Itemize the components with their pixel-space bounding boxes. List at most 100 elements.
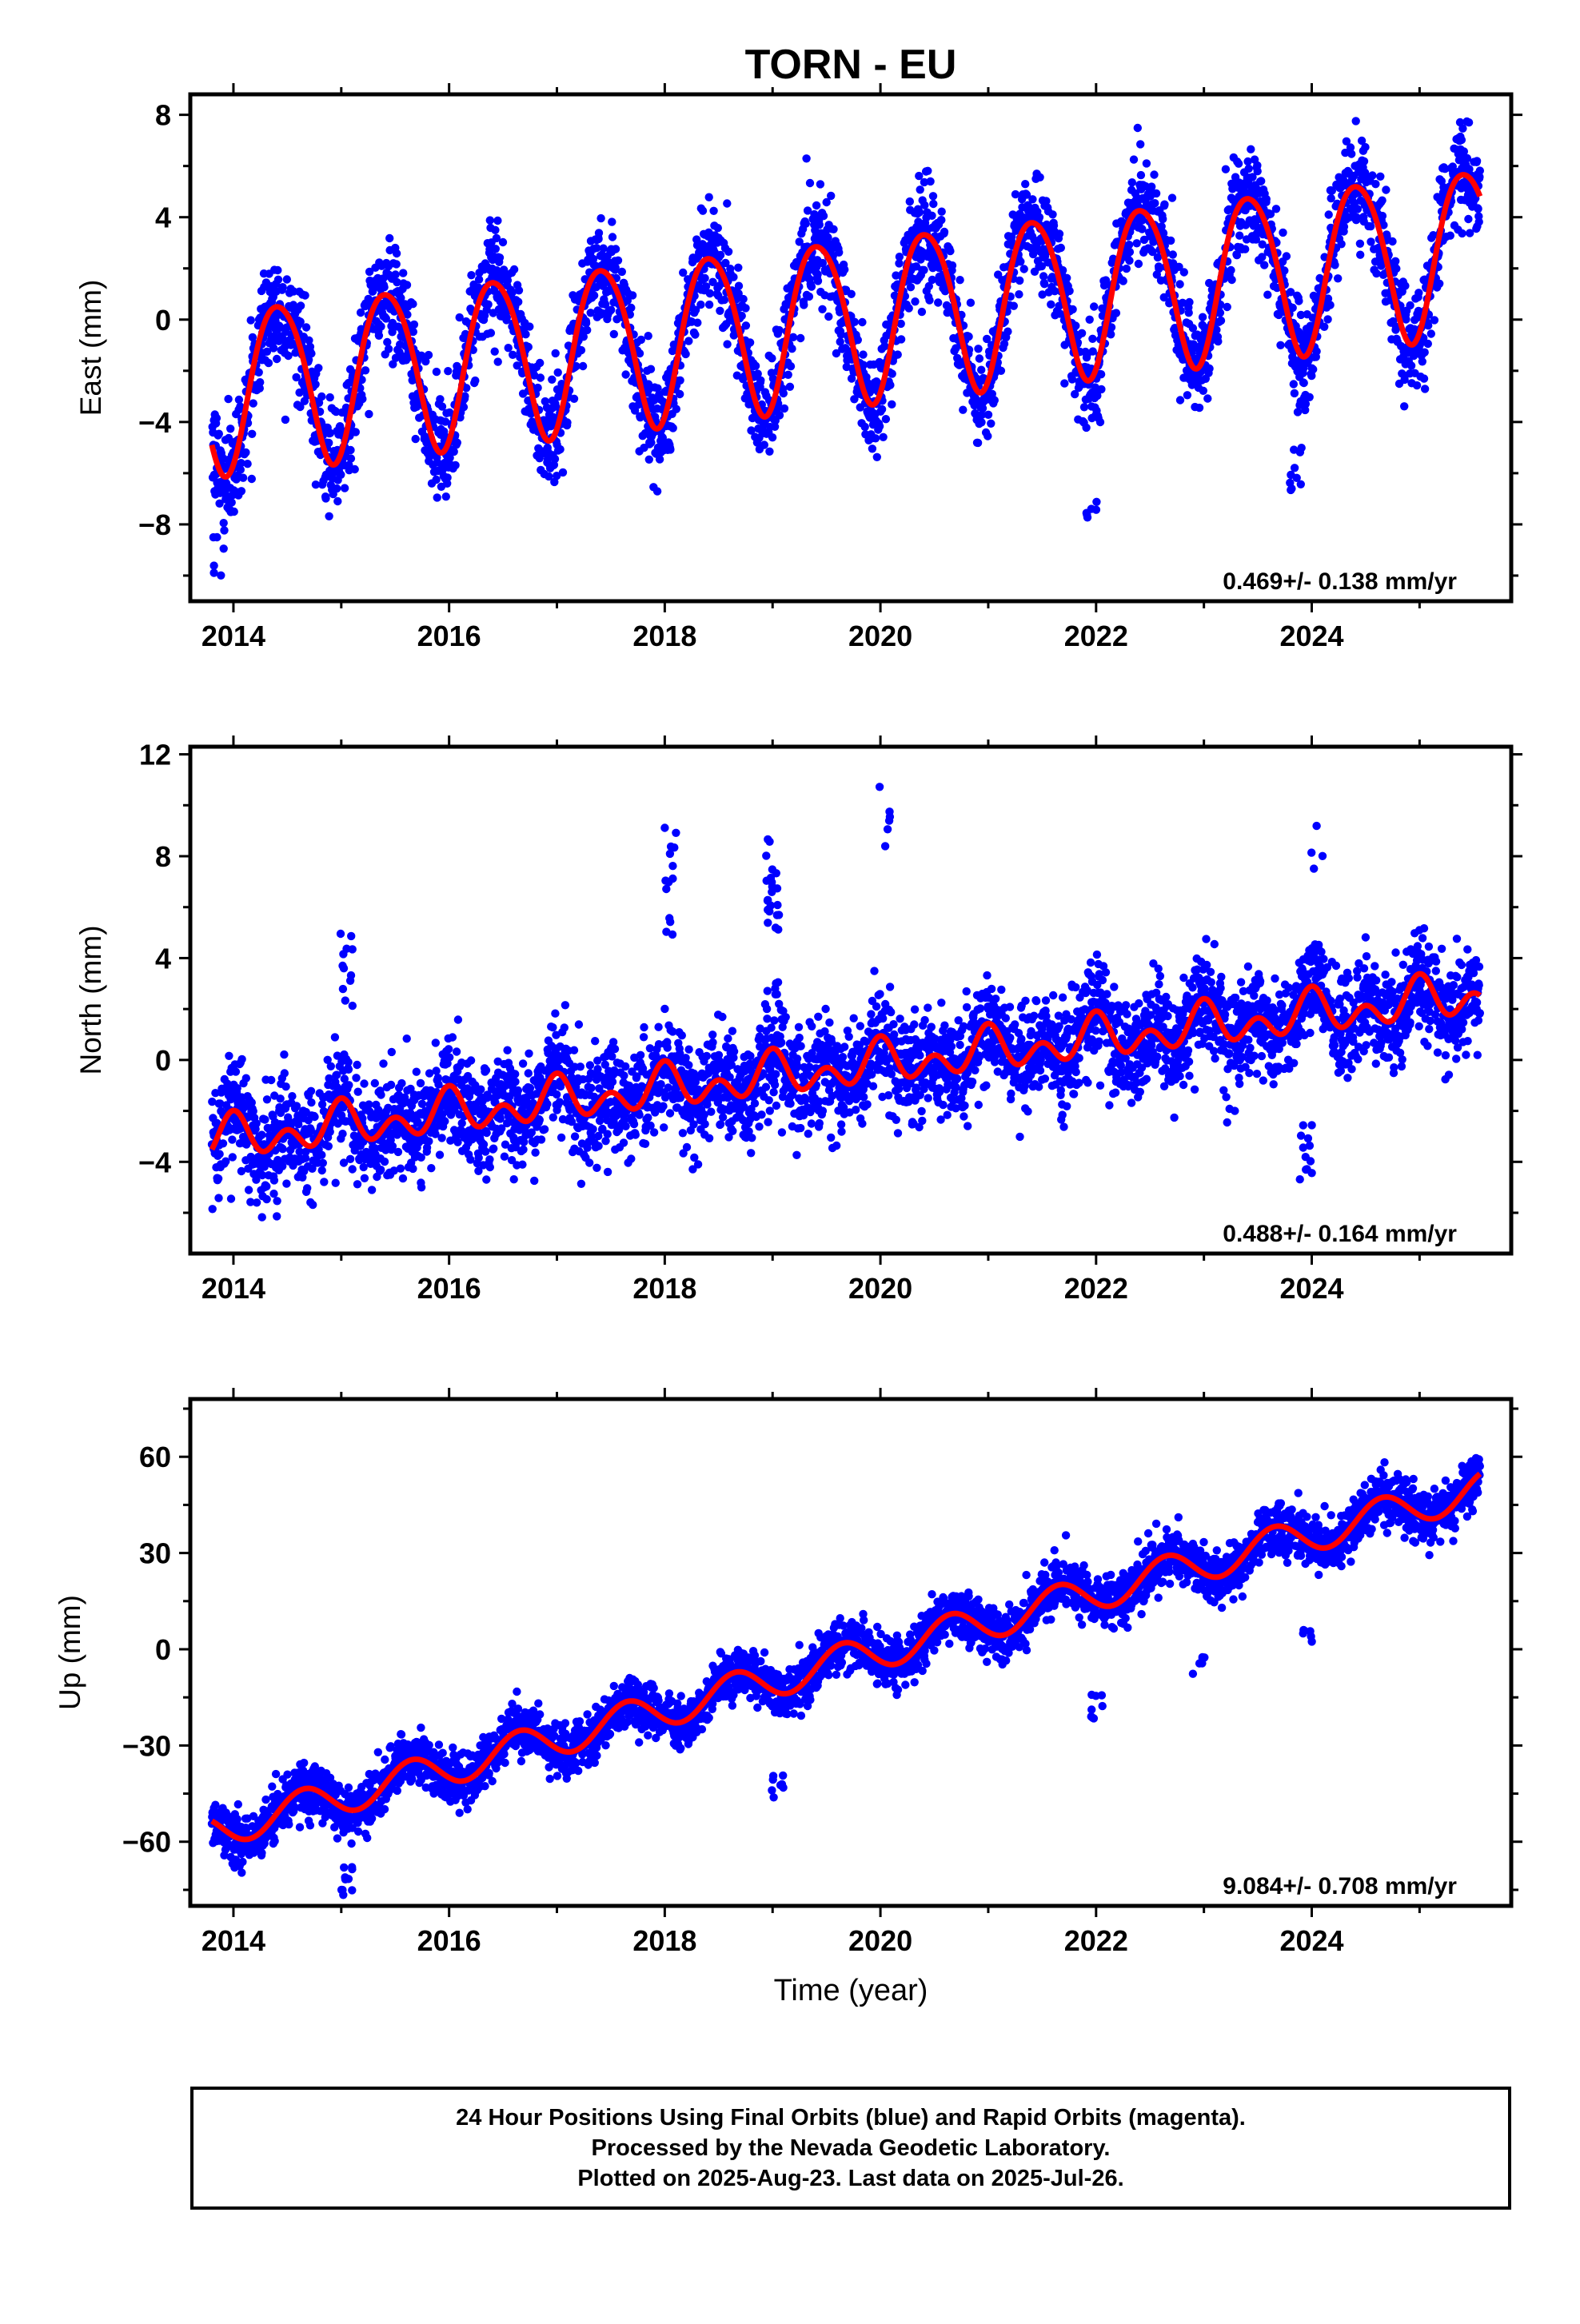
panel-east-point <box>525 322 533 330</box>
panel-east-point <box>583 326 591 334</box>
panel-east-point <box>768 433 776 441</box>
panel-north-point <box>397 1165 405 1173</box>
panel-north-point <box>269 1190 277 1198</box>
panel-east-point <box>1096 418 1104 426</box>
panel-east-point <box>956 276 964 284</box>
panel-east-point <box>897 335 905 343</box>
panel-east-point <box>800 301 808 309</box>
panel-east-point <box>705 301 713 309</box>
panel-east-point <box>679 269 687 277</box>
panel-east-point <box>237 487 245 495</box>
panel-east-point <box>337 471 345 479</box>
panel-east-point <box>1392 265 1400 273</box>
panel-east-point <box>637 336 645 344</box>
panel-north-point <box>379 1059 387 1067</box>
panel-east-point <box>351 465 359 473</box>
panel-east-point <box>676 377 684 385</box>
panel-east-point <box>1276 341 1284 349</box>
panel-east-point <box>780 389 788 397</box>
panel-east-outlier-point <box>1087 504 1095 512</box>
panel-north-point <box>214 1194 222 1202</box>
panel-east-point <box>742 321 750 329</box>
panel-east-point <box>967 299 975 307</box>
panel-east-point <box>984 411 992 419</box>
panel-north-point <box>445 1045 453 1053</box>
panel-north-point <box>481 1147 489 1155</box>
panel-east-point <box>929 200 937 208</box>
panel-east-point <box>1097 385 1105 393</box>
panel-east-point <box>1180 268 1188 276</box>
panel-east-point <box>1354 205 1362 213</box>
panel-north-point <box>418 1100 426 1108</box>
panel-east-point <box>802 154 810 162</box>
panel-east-point <box>1138 225 1146 233</box>
panel-east-point <box>827 192 835 200</box>
panel-east-point <box>681 350 689 358</box>
panel-east-point <box>1119 277 1127 285</box>
panel-east-point <box>1136 140 1144 148</box>
panel-north-point <box>326 1128 334 1136</box>
panel-east-point <box>1222 165 1230 173</box>
panel-east-point <box>691 330 699 338</box>
panel-east-point <box>768 354 776 362</box>
panel-east-point <box>1137 171 1145 179</box>
panel-east-point <box>1175 280 1183 288</box>
panel-east-point <box>1235 160 1243 168</box>
panel-east-point <box>1247 145 1255 153</box>
panel-north-point <box>403 1034 411 1042</box>
panel-east-outlier-point <box>1296 448 1304 456</box>
panel-east-point <box>358 395 366 403</box>
panel-north-point <box>361 1174 369 1182</box>
panel-east-point <box>1378 197 1386 205</box>
panel-east-point <box>1048 210 1056 218</box>
panel-north-point <box>317 1151 325 1159</box>
panel-north-point <box>280 1050 288 1058</box>
panel-east-point <box>537 373 545 381</box>
panel-east-point <box>1217 317 1225 325</box>
panel-north-point <box>228 1135 236 1143</box>
panel-east-point <box>959 406 967 414</box>
panel-north-point <box>483 1129 491 1137</box>
panel-east-point <box>1418 357 1426 365</box>
panel-east-xtick-label: 2018 <box>632 620 696 652</box>
panel-north-point <box>270 1176 278 1184</box>
panel-east-point <box>926 177 934 185</box>
panel-east-point <box>487 329 495 337</box>
panel-east-outlier-point <box>213 533 221 541</box>
panel-east-point <box>412 435 420 443</box>
panel-east-point <box>876 422 884 430</box>
panel-east-point <box>614 257 622 265</box>
panel-east-point <box>1126 248 1134 256</box>
panel-east-point <box>879 433 887 441</box>
panel-north-point <box>253 1198 261 1206</box>
panel-east-point <box>365 410 373 418</box>
panel-east-point <box>1306 393 1314 401</box>
panel-east-point <box>1464 215 1472 223</box>
panel-east-point <box>1300 379 1308 387</box>
panel-east-point <box>515 286 523 294</box>
panel-east-point <box>509 351 517 359</box>
panel-east-point <box>644 332 652 340</box>
panel-east-point <box>436 395 444 403</box>
panel-east-point <box>1400 402 1408 410</box>
panel-north-point <box>281 1069 289 1077</box>
panel-east-point <box>716 307 724 315</box>
panel-east-point <box>467 271 475 279</box>
panel-east-point <box>1340 222 1348 230</box>
panel-east-point <box>239 474 247 482</box>
panel-east-point <box>1183 391 1191 399</box>
panel-east-ylabel: East (mm) <box>74 280 107 417</box>
panel-east-point <box>816 180 824 188</box>
panel-east-point <box>551 455 559 463</box>
panel-east-point <box>1476 166 1484 174</box>
panel-east-point <box>1458 229 1466 237</box>
panel-east-point <box>916 208 924 216</box>
panel-east-point <box>333 484 341 492</box>
panel-north-point <box>399 1174 407 1182</box>
panel-east-point <box>301 291 309 299</box>
panel-east-point <box>756 377 764 385</box>
panel-east-point <box>1446 232 1454 240</box>
panel-east-point <box>808 282 816 290</box>
panel-east-point <box>278 283 286 291</box>
